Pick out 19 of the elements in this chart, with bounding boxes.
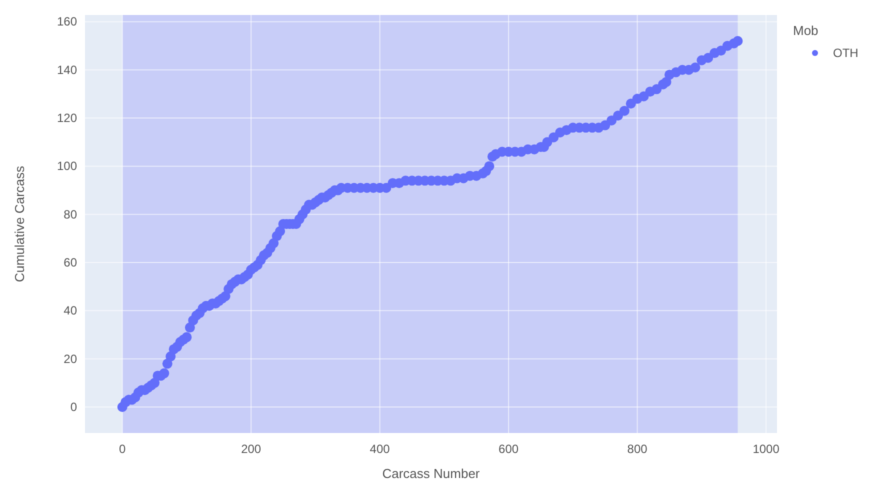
x-tick-label: 200 <box>241 442 262 456</box>
y-tick-label: 160 <box>56 14 78 29</box>
y-tick-label: 120 <box>56 111 78 126</box>
x-tick-label: 800 <box>627 442 648 456</box>
y-tick-label: 100 <box>56 159 78 174</box>
x-axis-title: Carcass Number <box>382 466 480 481</box>
y-tick-label: 40 <box>64 304 78 318</box>
x-tick-label: 400 <box>370 442 390 456</box>
y-tick-label: 60 <box>64 256 78 270</box>
legend-label: OTH <box>833 46 858 60</box>
legend-title: Mob <box>793 23 818 38</box>
x-tick-label: 600 <box>498 442 519 456</box>
x-tick-label: 1000 <box>752 442 780 456</box>
y-tick-label: 80 <box>64 207 78 222</box>
y-tick-label: 0 <box>70 400 78 414</box>
y-tick-label: 140 <box>56 62 78 77</box>
x-tick-label: 0 <box>118 442 126 456</box>
y-tick-label: 20 <box>64 352 78 366</box>
y-axis-title: Cumulative Carcass <box>12 165 27 282</box>
